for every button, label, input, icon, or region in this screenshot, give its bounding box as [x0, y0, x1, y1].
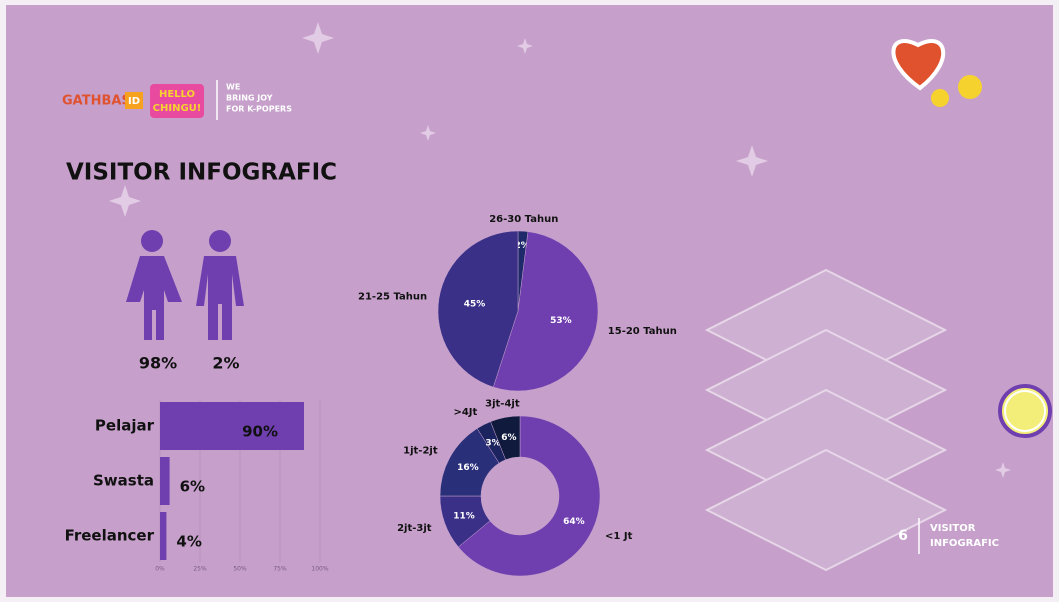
bar [160, 402, 304, 450]
slice [492, 231, 599, 392]
category-label: 21-25 Tahun [358, 292, 427, 303]
x-tick-label: 25% [193, 566, 207, 573]
tagline-line: WE [226, 83, 240, 92]
icon-body [126, 256, 182, 340]
value-label: 3% [485, 438, 500, 448]
value-label: 53% [550, 316, 572, 326]
slice [490, 415, 521, 461]
person-icon [126, 230, 182, 340]
footer-label: VISITOR [930, 523, 976, 534]
category-label: Freelancer [65, 527, 155, 545]
icon-body [196, 256, 244, 340]
x-tick-label: 0% [155, 566, 165, 573]
icon-head [209, 230, 231, 252]
category-label: Pelajar [95, 417, 155, 435]
category-label: >4Jt [453, 407, 477, 418]
x-tick-label: 100% [311, 566, 328, 573]
value-label: 98% [139, 354, 177, 373]
category-label: 26-30 Tahun [489, 214, 558, 225]
brand-badge-box [125, 92, 143, 109]
decor-stickers [891, 39, 1052, 438]
partner: HELLO [159, 89, 195, 100]
x-tick-label: 75% [273, 566, 287, 573]
value-label: 45% [464, 300, 486, 310]
value-label: 2% [514, 241, 529, 251]
tagline-line: FOR K-POPERS [226, 105, 292, 114]
category-label: 15-20 Tahun [608, 326, 677, 337]
decor-clouds [704, 268, 948, 572]
value-label: 16% [457, 463, 479, 473]
value-label: 64% [563, 517, 585, 527]
footer-label: INFOGRAFIC [930, 538, 999, 549]
value-label: 11% [453, 512, 475, 522]
category-label: <1 Jt [605, 531, 633, 542]
value-label: 6% [180, 478, 205, 496]
value-label: 4% [176, 533, 201, 551]
icon-head [141, 230, 163, 252]
person-icon [196, 230, 244, 340]
brand: GATHBASE [62, 94, 140, 109]
bar [160, 457, 170, 505]
value-label: 6% [501, 433, 516, 443]
slice [437, 230, 519, 388]
category-label: Swasta [93, 472, 154, 490]
value-label: 2% [212, 354, 239, 373]
decor-stars [109, 22, 1011, 478]
value-label: 90% [242, 423, 278, 441]
partner: CHINGU! [153, 103, 202, 114]
tagline: WE BRING JOY FOR K-POPERS [226, 83, 292, 114]
category-label: 2jt-3jt [397, 523, 432, 534]
partner-box [150, 84, 204, 118]
category-label: 3jt-4jt [485, 399, 520, 410]
slice [458, 415, 601, 577]
page-number: 6 [898, 528, 908, 544]
x-tick-label: 50% [233, 566, 247, 573]
category-label: 1jt-2jt [403, 446, 438, 457]
title: VISITOR INFOGRAFIC [66, 160, 337, 186]
brand-badge: ID [128, 96, 140, 107]
tagline-line: BRING JOY [226, 94, 273, 103]
bar [160, 512, 167, 560]
